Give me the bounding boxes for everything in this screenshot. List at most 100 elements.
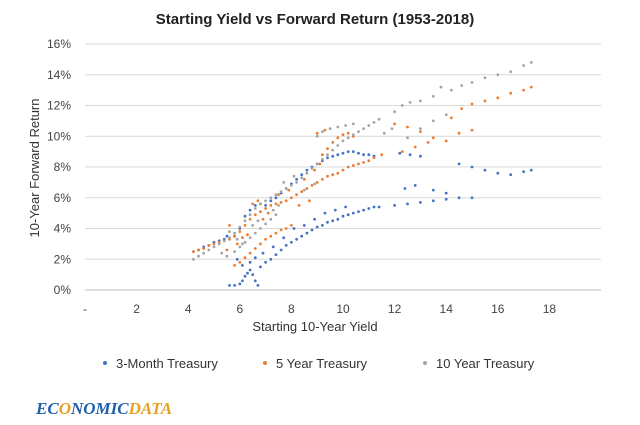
legend-label: 10 Year Treasury (436, 356, 535, 371)
data-point (238, 225, 242, 229)
y-tick-label: 6% (54, 191, 72, 205)
data-point (408, 101, 412, 104)
data-point (282, 181, 286, 184)
data-point (390, 127, 394, 130)
y-tick-label: 10% (47, 129, 71, 143)
data-point (274, 193, 278, 197)
x-tick-label: 12 (388, 302, 402, 316)
data-point (372, 121, 376, 124)
logo-part-ec: EC (35, 399, 59, 418)
legend-marker (103, 361, 107, 365)
data-point (277, 204, 280, 207)
data-point (431, 199, 435, 203)
data-point (202, 251, 206, 255)
data-point (336, 136, 340, 140)
data-point (362, 153, 365, 157)
data-point (212, 242, 216, 246)
data-point (302, 224, 306, 227)
data-point (321, 153, 324, 157)
data-point (253, 207, 257, 210)
data-point (362, 127, 365, 130)
data-point (243, 224, 247, 227)
data-point (259, 202, 262, 206)
data-point (406, 125, 409, 129)
data-point (217, 242, 221, 246)
data-point (457, 196, 461, 200)
data-point (408, 153, 412, 157)
data-point (326, 220, 329, 224)
data-point (248, 208, 252, 212)
y-tick-label: 4% (54, 222, 72, 236)
data-point (346, 213, 350, 217)
data-point (269, 204, 273, 207)
data-point (509, 70, 513, 74)
data-point (470, 196, 474, 200)
data-point (460, 84, 464, 87)
data-point (305, 231, 309, 235)
data-point (261, 251, 265, 255)
data-point (279, 201, 283, 204)
data-point (470, 128, 474, 132)
data-point (253, 213, 257, 217)
data-point (351, 133, 355, 137)
data-point (235, 237, 239, 241)
data-point (259, 242, 262, 246)
data-point (259, 227, 262, 230)
y-tick-label: 12% (47, 99, 71, 113)
data-point (313, 182, 316, 186)
data-point (235, 257, 239, 261)
data-point (331, 148, 335, 152)
data-point (496, 96, 500, 100)
data-point (315, 162, 319, 166)
data-point (315, 225, 319, 229)
data-point (362, 208, 365, 212)
data-point (290, 224, 293, 227)
data-point (351, 122, 355, 126)
data-point (259, 265, 262, 269)
data-point (344, 124, 347, 127)
data-point (300, 190, 304, 194)
data-point (331, 219, 335, 223)
data-point (256, 199, 260, 203)
data-point (344, 205, 347, 209)
data-point (450, 116, 453, 120)
data-point (225, 248, 229, 252)
data-point (305, 168, 309, 172)
data-point (269, 196, 273, 200)
data-point (284, 227, 288, 230)
x-tick-label: 16 (491, 302, 505, 316)
data-point (264, 222, 267, 226)
gridlines (85, 43, 601, 291)
data-point (336, 153, 340, 157)
data-point (241, 236, 244, 240)
data-point (225, 254, 229, 258)
data-point (393, 110, 396, 114)
logo-part-nomic: NOMIC (70, 399, 129, 418)
x-tick-label: 2 (133, 302, 140, 316)
data-point (256, 284, 260, 287)
x-axis-label: Starting 10-Year Yield (252, 319, 377, 334)
data-point (460, 107, 464, 110)
data-point (403, 187, 407, 190)
svg-text:ECONOMICDATA: ECONOMICDATA (35, 399, 172, 418)
x-tick-label: 6 (236, 302, 243, 316)
data-point (341, 133, 345, 137)
x-tick-label: 8 (288, 302, 295, 316)
data-point (326, 174, 329, 178)
series-3 (192, 61, 533, 261)
data-point (284, 199, 288, 203)
data-point (315, 131, 319, 135)
data-point (321, 130, 324, 134)
data-point (197, 248, 200, 252)
plot-points (192, 61, 533, 287)
data-point (310, 167, 314, 170)
data-point (264, 207, 267, 210)
data-point (450, 88, 453, 92)
legend-marker (423, 361, 427, 365)
data-point (331, 154, 335, 158)
data-point (261, 217, 265, 221)
data-point (308, 199, 311, 203)
data-point (321, 177, 324, 181)
data-point (305, 187, 309, 190)
data-point (393, 122, 396, 126)
